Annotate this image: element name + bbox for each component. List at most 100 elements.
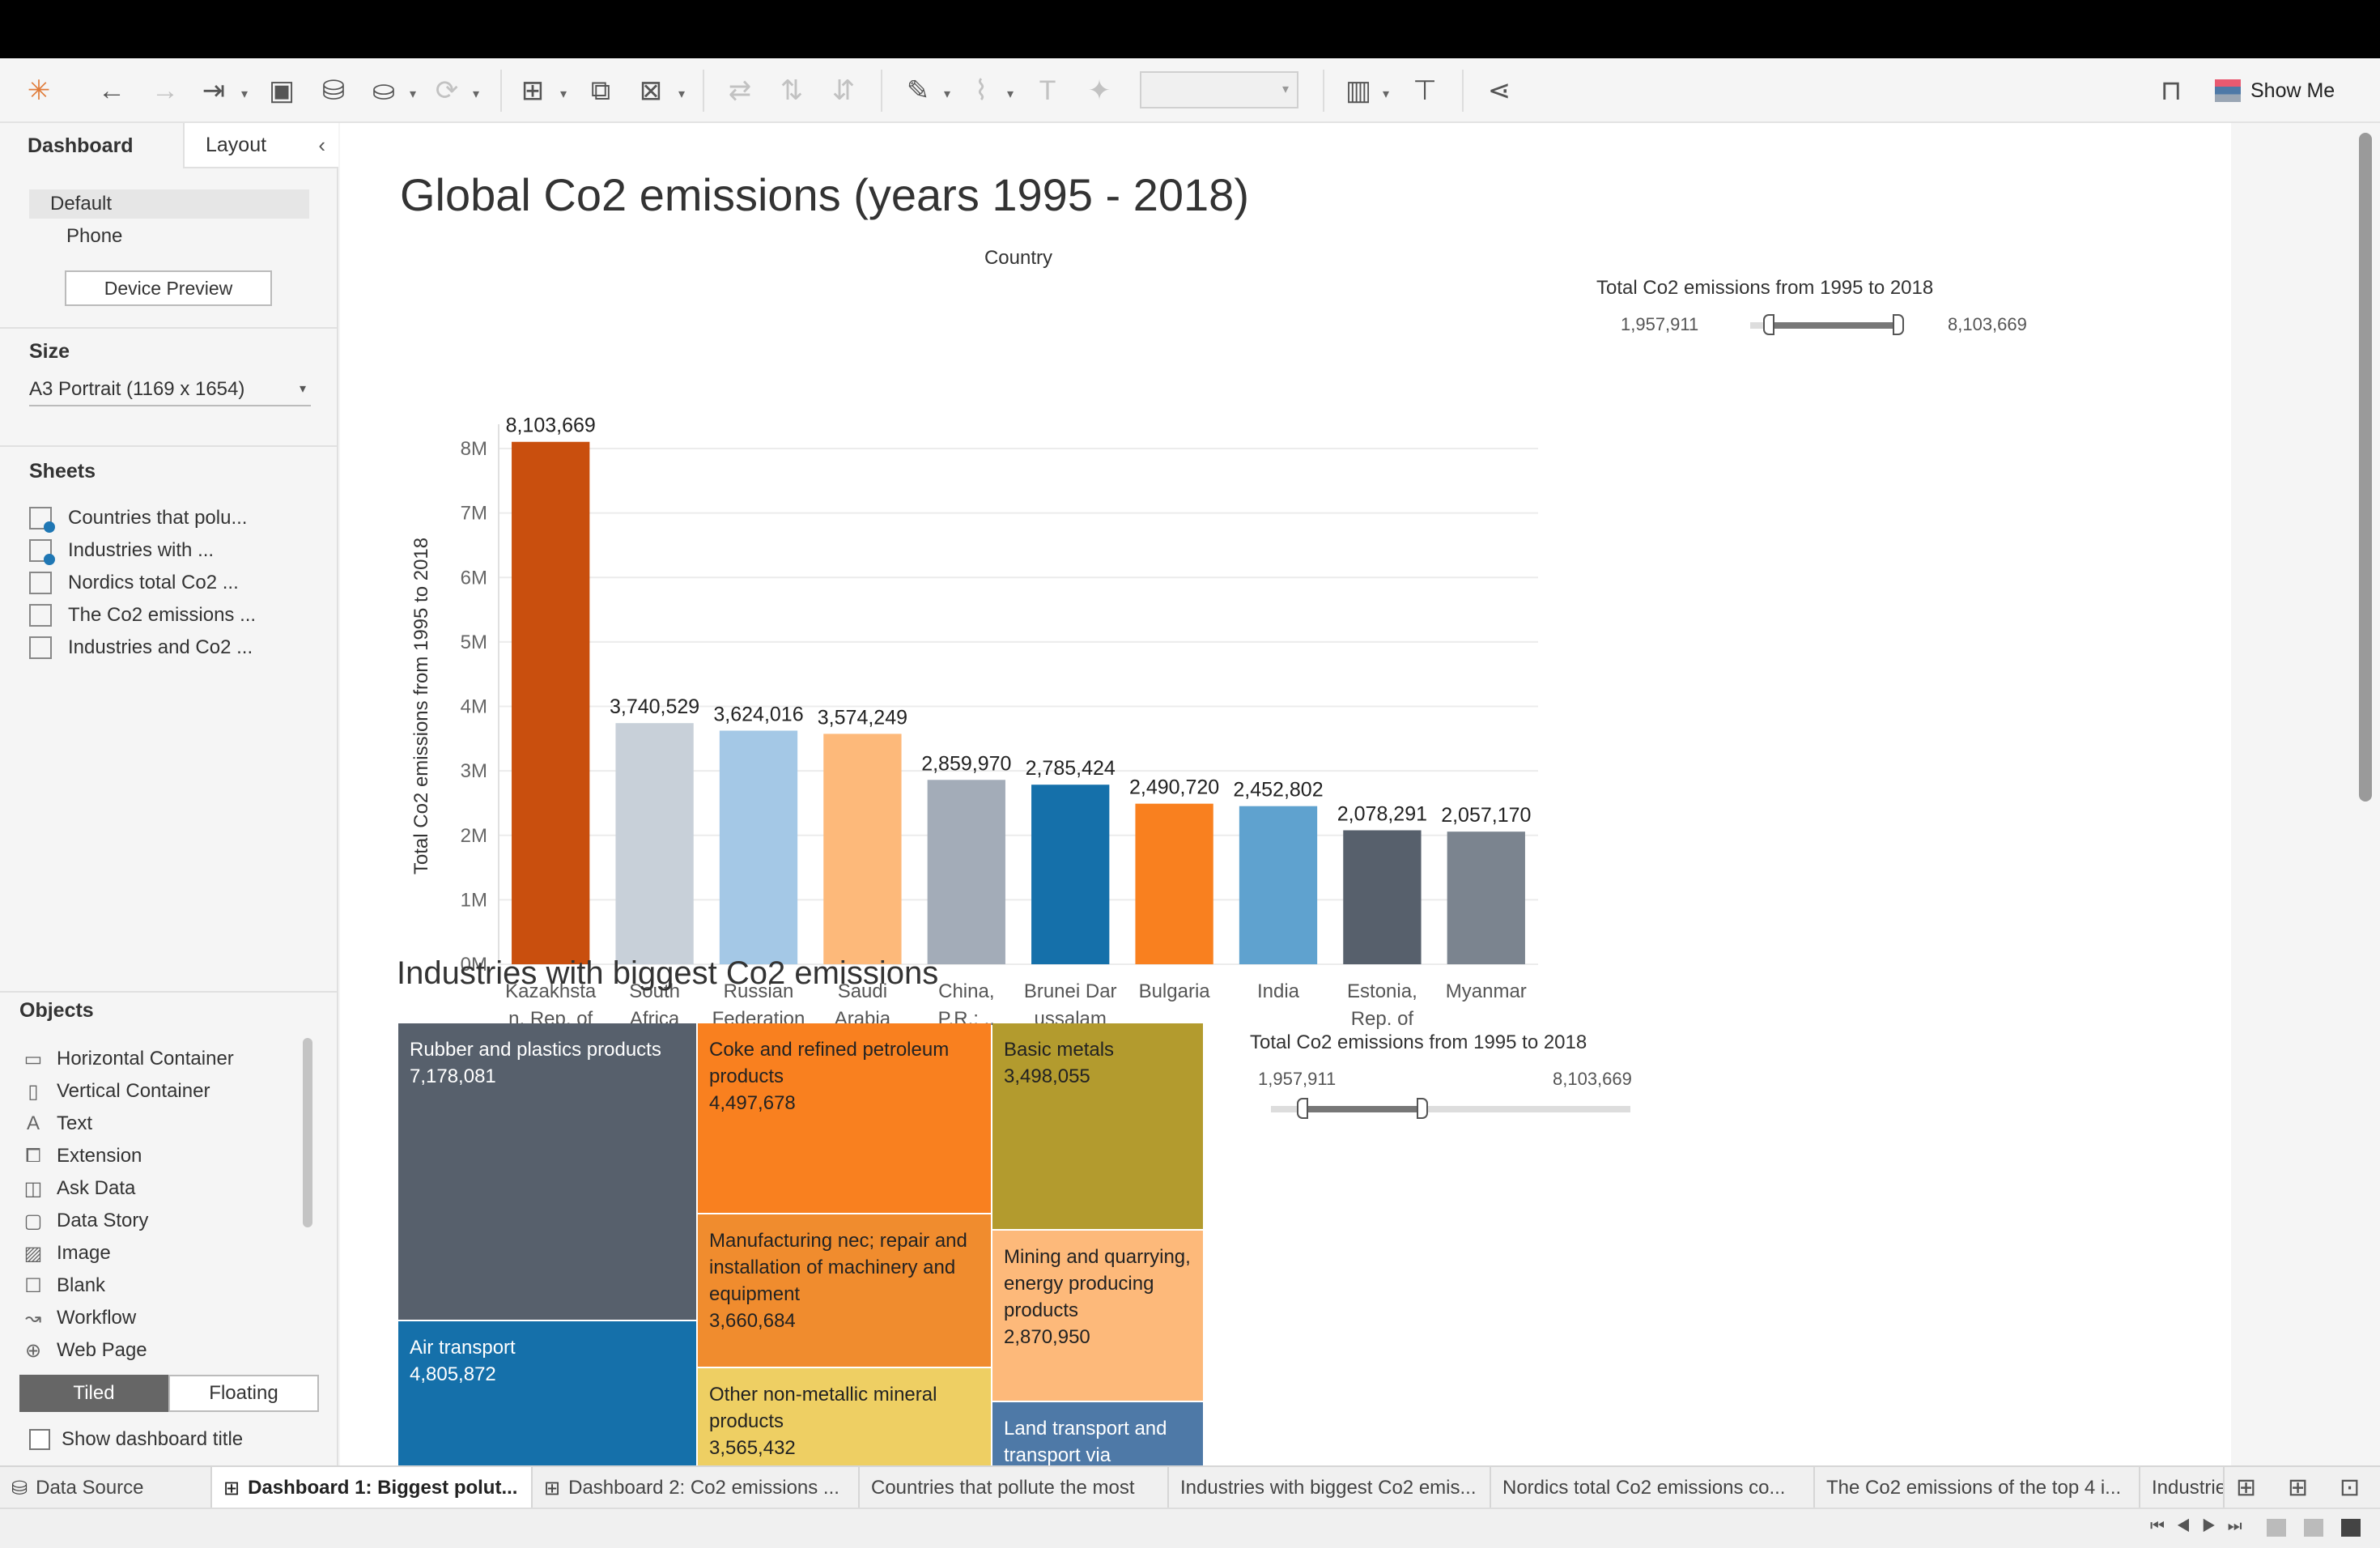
show-labels-icon[interactable]: ▥	[1345, 75, 1372, 106]
tab-data-source[interactable]: ⛁ Data Source	[0, 1467, 212, 1509]
treemap: Rubber and plastics products 7,178,081 Ai…	[398, 1023, 1261, 1465]
tab-top-4-industries[interactable]: The Co2 emissions of the top 4 i...	[1815, 1467, 2140, 1509]
new-story-tab-icon[interactable]: ⊡	[2340, 1474, 2361, 1501]
worksheet-icon	[29, 572, 52, 594]
pin-icon[interactable]: ⊓	[2160, 75, 2182, 106]
undo-icon[interactable]: ←	[98, 74, 125, 106]
sheets-heading: Sheets	[29, 460, 96, 483]
refresh-icon[interactable]: ⟳	[435, 75, 459, 106]
slider-min-handle[interactable]	[1297, 1098, 1308, 1119]
show-me-button[interactable]: Show Me	[2215, 76, 2335, 105]
tiled-toggle[interactable]: Tiled	[19, 1375, 168, 1412]
presentation-mode-icon[interactable]: ⊤	[1413, 75, 1437, 106]
sort-descending-icon[interactable]: ⇵	[831, 75, 856, 106]
treemap-cell[interactable]: Manufacturing nec; repair and installati…	[698, 1214, 991, 1367]
tab-dashboard[interactable]: Dashboard	[0, 123, 183, 168]
device-default[interactable]: Default	[29, 189, 309, 219]
workflow-icon: ↝	[24, 1307, 42, 1329]
pause-dropdown-icon[interactable]: ▾	[410, 87, 417, 101]
bar-value-label: 2,057,170	[1441, 804, 1531, 827]
new-dashboard-tab-icon[interactable]: ⊞	[2288, 1474, 2309, 1501]
slider-min-handle[interactable]	[1763, 314, 1774, 335]
filmstrip-view-icon[interactable]	[2304, 1519, 2323, 1537]
highlight-icon[interactable]: ✎	[906, 75, 930, 106]
device-preview-button[interactable]: Device Preview	[65, 270, 272, 306]
sheet-navigation-icons[interactable]: ⏮◀▶⏭	[2150, 1517, 2254, 1535]
tab-layout[interactable]: Layout ‹	[183, 123, 338, 168]
clear-sheet-dropdown-icon[interactable]: ▾	[678, 87, 686, 101]
object-horizontal-container[interactable]: ▭ Horizontal Container	[21, 1044, 234, 1074]
fix-axes-icon[interactable]: ✦	[1087, 75, 1111, 106]
treemap-cell[interactable]: Air transport 4,805,872	[398, 1321, 696, 1465]
tableau-logo-icon[interactable]: ✳	[27, 75, 51, 106]
tab-countries-pollute[interactable]: Countries that pollute the most	[860, 1467, 1169, 1509]
share-icon[interactable]: ⋖	[1487, 75, 1511, 106]
new-worksheet-icon[interactable]: ⊞	[521, 75, 545, 106]
data-story-icon: ▢	[23, 1210, 43, 1232]
filter-max-value: 8,103,669	[1948, 314, 2027, 334]
save-icon[interactable]: ▣	[268, 75, 295, 106]
sheet-item[interactable]: The Co2 emissions ...	[29, 601, 256, 630]
show-mark-labels-icon[interactable]: T	[1039, 74, 1056, 106]
sheet-item[interactable]: Industries with ...	[29, 536, 214, 565]
clear-sheet-icon[interactable]: ⊠	[639, 75, 663, 106]
show-dashboard-title-checkbox[interactable]: Show dashboard title	[29, 1428, 243, 1451]
replay-icon[interactable]: ⇥	[202, 75, 226, 106]
tabs-view-icon[interactable]	[2341, 1519, 2361, 1537]
range-slider-track[interactable]	[1271, 1098, 1630, 1119]
treemap-cell[interactable]: Other non-metallic mineral products 3,565…	[698, 1368, 991, 1465]
object-extension[interactable]: ⧠ Extension	[21, 1142, 142, 1171]
object-image[interactable]: ▨ Image	[21, 1239, 111, 1268]
tab-industries-and[interactable]: Industrie	[2140, 1467, 2225, 1509]
treemap-cell[interactable]: Land transport and transport via	[992, 1402, 1203, 1465]
treemap-cell[interactable]: Basic metals 3,498,055	[992, 1023, 1203, 1229]
replay-dropdown-icon[interactable]: ▾	[241, 87, 249, 101]
sort-ascending-icon[interactable]: ⇅	[780, 75, 804, 106]
tab-nordics-total[interactable]: Nordics total Co2 emissions co...	[1491, 1467, 1815, 1509]
treemap-cell[interactable]: Coke and refined petroleum products 4,497…	[698, 1023, 991, 1213]
object-blank[interactable]: ☐ Blank	[21, 1271, 105, 1300]
refresh-dropdown-icon[interactable]: ▾	[473, 87, 480, 101]
object-data-story[interactable]: ▢ Data Story	[21, 1206, 149, 1235]
new-worksheet-tab-icon[interactable]: ⊞	[2236, 1474, 2257, 1501]
bar	[823, 734, 902, 964]
fit-dropdown[interactable]: ▾	[1140, 71, 1298, 108]
canvas-scrollbar[interactable]	[2359, 133, 2372, 802]
bar-value-label: 2,785,424	[1026, 757, 1116, 780]
swap-rows-columns-icon[interactable]: ⇄	[728, 75, 752, 106]
object-text[interactable]: A Text	[21, 1109, 92, 1138]
highlight-dropdown-icon[interactable]: ▾	[944, 87, 951, 101]
object-vertical-container[interactable]: ▯ Vertical Container	[21, 1077, 210, 1106]
tab-dashboard-1[interactable]: ⊞ Dashboard 1: Biggest polut...	[212, 1467, 533, 1509]
bar	[1135, 803, 1213, 964]
duplicate-sheet-icon[interactable]: ⧉	[590, 74, 611, 106]
slider-max-handle[interactable]	[1417, 1098, 1428, 1119]
sheet-item[interactable]: Industries and Co2 ...	[29, 633, 253, 662]
device-phone[interactable]: Phone	[66, 225, 123, 247]
treemap-cell[interactable]: Rubber and plastics products 7,178,081	[398, 1023, 696, 1320]
slider-max-handle[interactable]	[1893, 314, 1904, 335]
floating-toggle[interactable]: Floating	[168, 1375, 319, 1412]
tab-industries-biggest[interactable]: Industries with biggest Co2 emis...	[1169, 1467, 1491, 1509]
new-data-source-icon[interactable]: ⛁	[321, 75, 346, 106]
collapse-chevron-icon[interactable]: ‹	[318, 132, 325, 157]
new-worksheet-dropdown-icon[interactable]: ▾	[560, 87, 567, 101]
x-tick-label: Bulgaria	[1139, 980, 1211, 1002]
sheet-sorter-view-icon[interactable]	[2267, 1519, 2286, 1537]
group-dropdown-icon[interactable]: ▾	[1007, 87, 1014, 101]
treemap-cell[interactable]: Mining and quarrying, energy producing p…	[992, 1231, 1203, 1401]
pause-updates-icon[interactable]: ⛀	[372, 75, 396, 106]
sheet-item[interactable]: Nordics total Co2 ...	[29, 568, 239, 598]
redo-icon[interactable]: →	[151, 74, 179, 106]
data-source-icon: ⛁	[11, 1477, 28, 1499]
sheet-item[interactable]: Countries that polu...	[29, 504, 247, 533]
range-slider-track[interactable]	[1750, 314, 1904, 335]
object-ask-data[interactable]: ◫ Ask Data	[21, 1174, 136, 1203]
objects-scrollbar[interactable]	[303, 1038, 312, 1227]
object-workflow[interactable]: ↝ Workflow	[21, 1303, 136, 1333]
group-members-icon[interactable]: ⌇	[974, 75, 988, 106]
tab-dashboard-2[interactable]: ⊞ Dashboard 2: Co2 emissions ...	[533, 1467, 860, 1509]
show-labels-dropdown-icon[interactable]: ▾	[1383, 87, 1390, 101]
object-web-page[interactable]: ⊕ Web Page	[21, 1336, 147, 1365]
size-dropdown[interactable]: A3 Portrait (1169 x 1654) ▾	[29, 374, 311, 406]
